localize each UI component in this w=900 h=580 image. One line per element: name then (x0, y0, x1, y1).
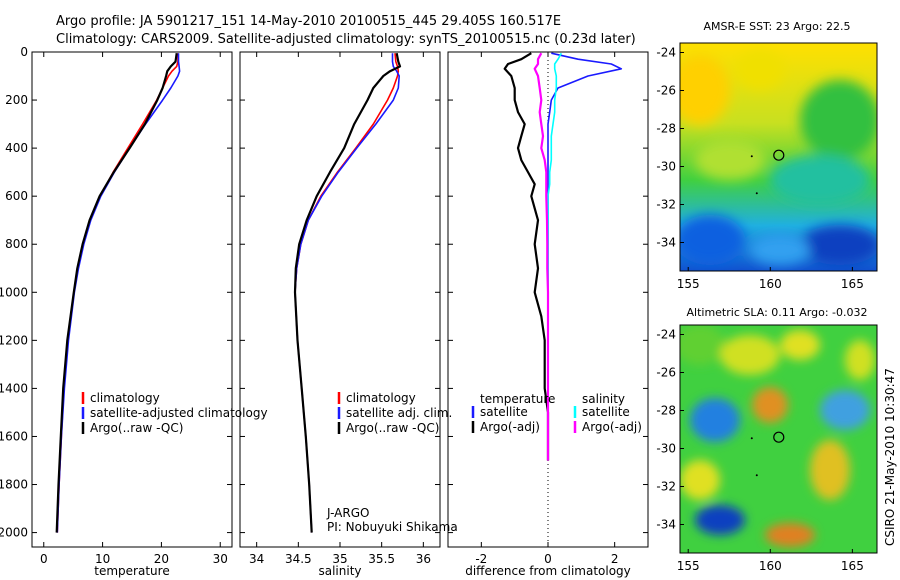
legend-label: satellite-adjusted climatology (90, 406, 268, 420)
sst-map-frame (679, 42, 878, 272)
pi-name: PI: Nobuyuki Shikama (327, 520, 458, 534)
header-line-2: Climatology: CARS2009. Satellite-adjuste… (56, 32, 636, 47)
map-y-tick-label: -26 (656, 84, 676, 98)
map-y-tick-label: -34 (656, 236, 676, 250)
legend-label: climatology (346, 391, 416, 405)
track-dot (755, 474, 758, 477)
sla-map-frame (679, 324, 878, 554)
x-tick-label: 34 (249, 552, 264, 566)
legend-header-temperature: temperature (480, 392, 555, 406)
map-y-tick-label: -34 (656, 518, 676, 532)
legend-label: Argo(..raw -QC) (90, 421, 183, 435)
x-tick-label: 36 (416, 552, 431, 566)
y-tick-label: 1400 (0, 381, 28, 395)
x-tick-label: 0 (544, 552, 552, 566)
map-y-tick-label: -28 (656, 122, 676, 136)
y-tick-label: 1000 (0, 285, 28, 299)
legend-label: Argo(-adj) (480, 420, 540, 434)
y-tick-label: 1800 (0, 478, 28, 492)
map-x-tick-label: 160 (759, 277, 782, 291)
map-y-tick-label: -24 (656, 328, 676, 342)
y-tick-label: 200 (5, 93, 28, 107)
y-tick-label: 0 (20, 45, 28, 59)
temperature-axes (31, 51, 233, 548)
y-tick-label: 600 (5, 189, 28, 203)
x-tick-label: 10 (95, 552, 110, 566)
map-y-tick-label: -26 (656, 366, 676, 380)
map-y-tick-label: -28 (656, 404, 676, 418)
difference-xlabel: difference from climatology (465, 564, 631, 578)
map-y-tick-label: -32 (656, 480, 676, 494)
x-tick-label: 2 (611, 552, 619, 566)
series-line-temperature-argo-adj- (503, 52, 550, 461)
x-tick-label: 35.5 (368, 552, 395, 566)
map-y-tick-label: -30 (656, 442, 676, 456)
salinity-legend: climatology satellite adj. clim. Argo(..… (337, 391, 452, 435)
x-tick-label: 30 (213, 552, 228, 566)
series-line-argo-raw-qc- (293, 52, 402, 533)
series-line-argo-raw-qc- (55, 53, 178, 533)
x-tick-label: 34.5 (285, 552, 312, 566)
map-x-tick-label: 165 (841, 277, 864, 291)
series-line-salinity-argo-adj- (533, 52, 550, 461)
legend-label: satellite (582, 405, 630, 419)
map-y-tick-label: -24 (656, 46, 676, 60)
legend-label: Argo(-adj) (582, 420, 642, 434)
y-tick-label: 1200 (0, 333, 28, 347)
legend-header-salinity: salinity (582, 392, 625, 406)
x-tick-label: 20 (154, 552, 169, 566)
difference-legend: temperature salinity satellite Argo(-adj… (471, 392, 642, 434)
track-dot (750, 437, 753, 440)
salinity-axes (239, 51, 441, 548)
y-tick-label: 2000 (0, 526, 28, 540)
x-tick-label: 35 (332, 552, 347, 566)
map-y-tick-label: -30 (656, 160, 676, 174)
float-position-marker (773, 149, 785, 161)
x-tick-label: -2 (475, 552, 487, 566)
temperature-legend: climatology satellite-adjusted climatolo… (81, 391, 268, 435)
float-position-marker (773, 431, 785, 443)
map-x-tick-label: 160 (759, 559, 782, 573)
float-program: J-ARGO (326, 506, 369, 520)
header-line-1: Argo profile: JA 5901217_151 14-May-2010… (56, 14, 561, 29)
y-tick-label: 1600 (0, 429, 28, 443)
map-x-tick-label: 155 (677, 559, 700, 573)
track-dot (750, 155, 753, 158)
sst-map-title: AMSR-E SST: 23 Argo: 22.5 (703, 20, 850, 33)
track-dot (755, 192, 758, 195)
legend-label: satellite adj. clim. (346, 406, 452, 420)
legend-label: climatology (90, 391, 160, 405)
salinity-xlabel: salinity (318, 564, 361, 578)
legend-label: Argo(..raw -QC) (346, 421, 439, 435)
sst-map (680, 43, 877, 271)
sla-map-title: Altimetric SLA: 0.11 Argo: -0.032 (687, 306, 868, 319)
y-tick-label: 800 (5, 237, 28, 251)
temperature-xlabel: temperature (94, 564, 169, 578)
map-y-tick-label: -32 (656, 198, 676, 212)
y-tick-label: 400 (5, 141, 28, 155)
sla-map (680, 325, 877, 553)
x-tick-label: 0 (40, 552, 48, 566)
map-x-tick-label: 155 (677, 277, 700, 291)
timestamp-credit: CSIRO 21-May-2010 10:30:47 (883, 368, 897, 546)
legend-label: satellite (480, 405, 528, 419)
map-x-tick-label: 165 (841, 559, 864, 573)
